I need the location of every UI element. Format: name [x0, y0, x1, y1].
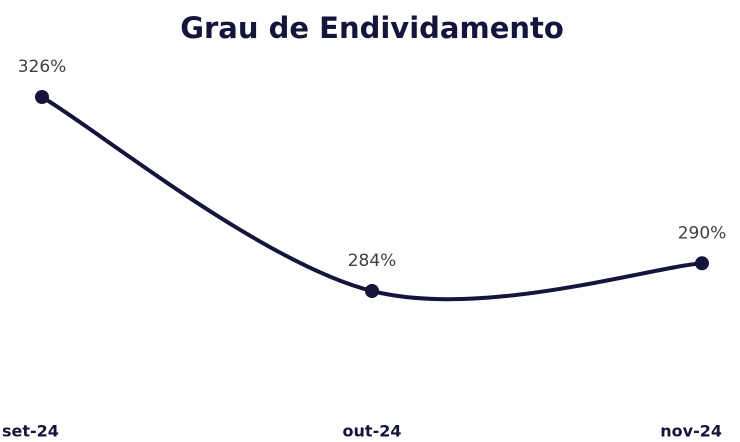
point — [365, 284, 379, 298]
x-tick-label: set-24 — [2, 422, 59, 441]
value-label: 290% — [678, 223, 727, 243]
point — [35, 90, 49, 104]
x-tick-label: out-24 — [343, 422, 402, 441]
value-label: 284% — [348, 251, 397, 271]
point — [695, 256, 709, 271]
x-tick-label: nov-24 — [660, 422, 722, 441]
value-label: 326% — [18, 57, 67, 77]
chart-title: Grau de Endividamento — [180, 11, 564, 45]
